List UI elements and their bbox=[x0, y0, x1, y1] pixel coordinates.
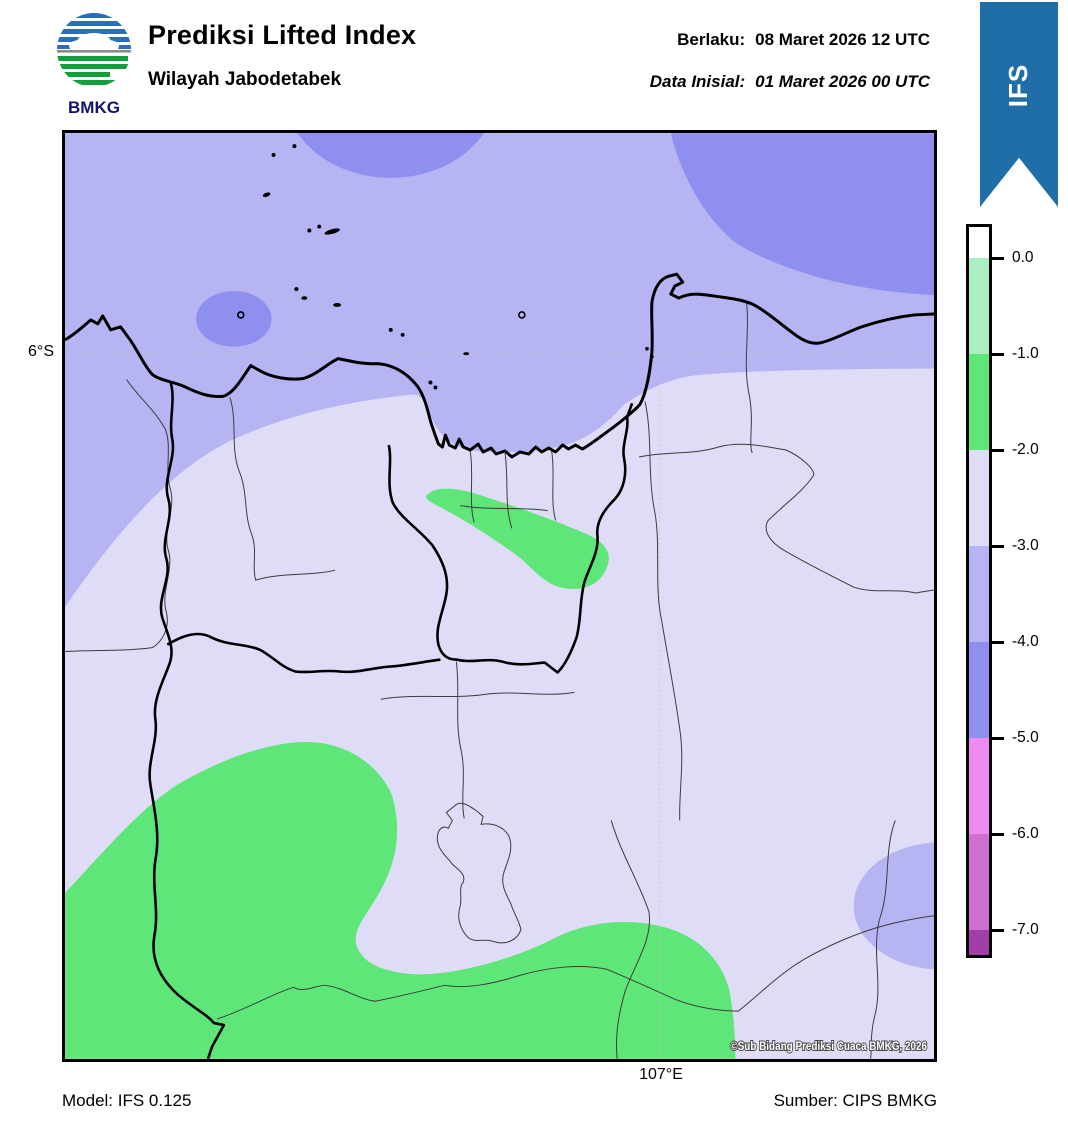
colorbar-tick-label: 0.0 bbox=[1012, 249, 1034, 266]
valid-time-line: Berlaku: 08 Maret 2026 12 UTC bbox=[650, 30, 930, 50]
model-ribbon-text: IFS bbox=[1003, 63, 1034, 108]
contour-green-south bbox=[65, 741, 736, 1059]
colorbar-tick-mark bbox=[992, 352, 1004, 356]
model-ribbon: IFS bbox=[980, 2, 1058, 207]
map-graphic: ©Sub Bidang Prediksi Cuaca BMKG, 2026 bbox=[65, 133, 934, 1059]
colorbar-tick-label: -6.0 bbox=[1012, 825, 1039, 842]
map-canvas: ©Sub Bidang Prediksi Cuaca BMKG, 2026 bbox=[62, 130, 937, 1062]
page-subtitle: Wilayah Jabodetabek bbox=[148, 69, 342, 90]
colorbar-tick-label: -1.0 bbox=[1012, 345, 1039, 362]
page-title: Prediksi Lifted Index bbox=[148, 20, 417, 50]
coastline bbox=[65, 272, 934, 459]
colorbar-tick-mark bbox=[992, 736, 1004, 740]
colorbar-segment bbox=[969, 642, 989, 738]
colorbar-tick-label: -3.0 bbox=[1012, 537, 1039, 554]
colorbar-tick-label: -2.0 bbox=[1012, 441, 1039, 458]
lat-axis-label: 6°S bbox=[28, 343, 54, 360]
colorbar-tick-label: -4.0 bbox=[1012, 633, 1039, 650]
colorbar-tick-mark bbox=[992, 928, 1004, 932]
province-boundaries bbox=[148, 381, 634, 1059]
colorbar-segment bbox=[969, 738, 989, 834]
colorbar-tick-mark bbox=[992, 640, 1004, 644]
colorbar-tick-mark bbox=[992, 544, 1004, 548]
model-caption: Model: IFS 0.125 bbox=[62, 1091, 192, 1110]
logo-cloud bbox=[69, 33, 119, 52]
contour-sea-band bbox=[65, 133, 934, 607]
map-copyright: ©Sub Bidang Prediksi Cuaca BMKG, 2026 bbox=[730, 1039, 927, 1053]
contour-deep-blob-topright bbox=[670, 133, 934, 296]
bmkg-logo: BMKG bbox=[40, 6, 148, 118]
colorbar-tick-label: -7.0 bbox=[1012, 921, 1039, 938]
valid-time-label: Berlaku: bbox=[677, 30, 746, 49]
colorbar-segment bbox=[969, 834, 989, 930]
logo-land-stripes bbox=[57, 56, 130, 85]
contour-periwinkle-blob-southeast bbox=[853, 842, 934, 970]
source-caption: Sumber: CIPS BMKG bbox=[773, 1091, 937, 1110]
initial-time-line: Data Inisial: 01 Maret 2026 00 UTC bbox=[650, 72, 930, 92]
colorbar-segment bbox=[969, 258, 989, 354]
colorbar-tick-mark bbox=[992, 832, 1004, 836]
district-enclave bbox=[436, 802, 522, 944]
colorbar-segment bbox=[969, 930, 989, 955]
colorbar-segment bbox=[969, 546, 989, 642]
initial-time-value: 01 Maret 2026 00 UTC bbox=[755, 72, 930, 91]
header-dates: Berlaku: 08 Maret 2026 12 UTC Data Inisia… bbox=[650, 30, 930, 92]
contour-green-central bbox=[426, 488, 609, 590]
contour-deep-blob-topmid bbox=[297, 133, 484, 178]
colorbar-segment bbox=[969, 354, 989, 450]
colorbar bbox=[966, 224, 992, 958]
colorbar-tick-mark bbox=[992, 256, 1004, 260]
initial-time-label: Data Inisial: bbox=[649, 72, 746, 91]
colorbar-tick-label: -5.0 bbox=[1012, 729, 1039, 746]
valid-time-value: 08 Maret 2026 12 UTC bbox=[755, 30, 930, 49]
islets bbox=[237, 144, 654, 390]
colorbar-segments bbox=[969, 227, 989, 955]
lon-axis-label: 107°E bbox=[639, 1066, 683, 1083]
colorbar-segment bbox=[969, 450, 989, 546]
colorbar-segment bbox=[969, 227, 989, 258]
colorbar-tick-mark bbox=[992, 448, 1004, 452]
contour-deep-blob-west bbox=[196, 291, 272, 347]
logo-text: BMKG bbox=[68, 98, 120, 117]
graticule bbox=[67, 136, 932, 1056]
bmkg-logo-graphic: BMKG bbox=[57, 13, 131, 117]
